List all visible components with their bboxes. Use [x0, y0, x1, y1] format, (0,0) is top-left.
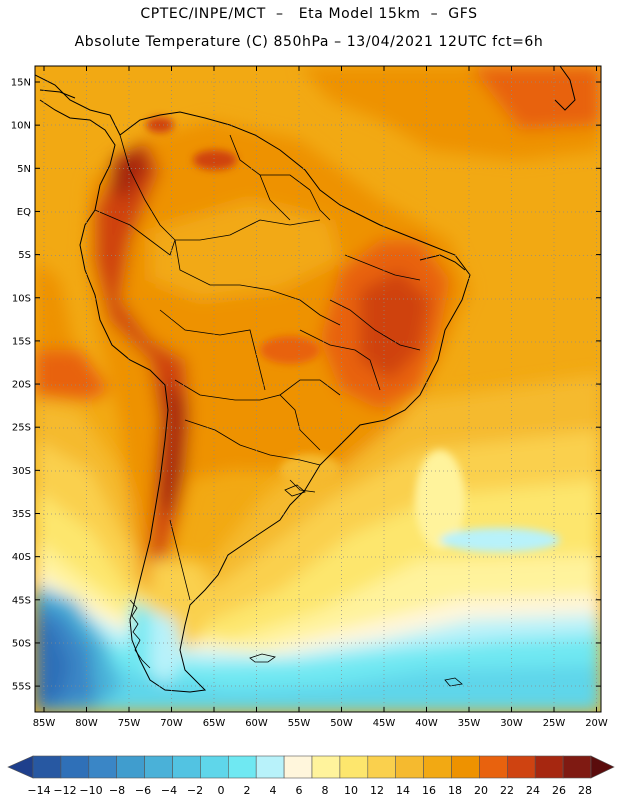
legend-label: 18 [448, 784, 462, 797]
legend-label: 22 [500, 784, 514, 797]
longitude-label: 45W [373, 718, 396, 729]
map-frame-area [35, 66, 601, 712]
legend-color-box [88, 755, 118, 779]
longitude-label: 60W [245, 718, 268, 729]
legend-label: 12 [370, 784, 384, 797]
legend-color-box [506, 755, 536, 779]
longitude-label: 50W [330, 718, 353, 729]
legend-arrow-low [7, 755, 34, 779]
longitude-label: 35W [458, 718, 481, 729]
legend-label: 24 [526, 784, 540, 797]
temperature-map: 15N 10N 5N EQ 5S 10S 15S 20S 25S 30S 35S 40S 45S 50S 5… [11, 65, 608, 729]
latitude-label: 25S [12, 423, 31, 434]
longitude-label: 30W [500, 718, 523, 729]
latitude-label: 35S [12, 509, 31, 520]
latitude-label: 5N [17, 164, 31, 175]
longitude-label: 85W [33, 718, 56, 729]
legend-color-box [451, 755, 480, 779]
latitude-label: 45S [12, 595, 31, 606]
latitude-label: 15N [11, 78, 31, 89]
legend-color-box [395, 755, 424, 779]
legend-color-box [479, 755, 508, 779]
longitude-label: 25W [543, 718, 566, 729]
latitude-label: 10N [11, 121, 31, 132]
legend-arrow-high [590, 755, 615, 779]
legend-color-box [200, 755, 229, 779]
legend-label: 16 [422, 784, 436, 797]
legend-label: −2 [187, 784, 203, 797]
legend-color-box [339, 755, 369, 779]
legend-label: −10 [79, 784, 102, 797]
legend-label: 28 [578, 784, 592, 797]
legend-label: 0 [218, 784, 225, 797]
legend-color-box [423, 755, 452, 779]
coastlines [35, 66, 576, 693]
latitude-label: 30S [12, 466, 31, 477]
islands [129, 484, 463, 687]
legend-color-boxes [7, 755, 615, 779]
legend-label: −4 [161, 784, 177, 797]
temperature-field [35, 66, 601, 712]
legend-color-box [255, 755, 285, 779]
latitude-labels: 15N 10N 5N EQ 5S 10S 15S 20S 25S 30S 35S 40S 45S 50S 5… [11, 78, 31, 693]
latitude-label: 5S [18, 250, 31, 261]
map-border [34, 65, 602, 713]
legend-label: 14 [396, 784, 410, 797]
legend-label: 6 [296, 784, 303, 797]
longitude-label: 75W [118, 718, 141, 729]
legend-color-box [144, 755, 173, 779]
chart-title-line2: Absolute Temperature (C) 850hPa – 13/04/… [74, 34, 544, 50]
latitude-label: 50S [12, 638, 31, 649]
color-legend: −14 −12 −10 −8 −6 −4 −2 0 2 4 6 8 10 12 14 16 18 20 22 24 26… [7, 755, 615, 797]
legend-labels: −14 −12 −10 −8 −6 −4 −2 0 2 4 6 8 10 12 14 16 18 20 22 24 26… [27, 784, 592, 797]
longitude-label: 70W [160, 718, 183, 729]
latitude-label: EQ [17, 207, 31, 218]
legend-label: −8 [109, 784, 125, 797]
chart-title-line1: CPTEC/INPE/MCT – Eta Model 15km – GFS [140, 6, 478, 22]
legend-color-box [32, 755, 62, 779]
legend-color-box [311, 755, 341, 779]
fine-field [146, 117, 560, 552]
legend-label: 20 [474, 784, 488, 797]
longitude-label: 80W [75, 718, 98, 729]
legend-color-box [172, 755, 201, 779]
longitude-label: 55W [288, 718, 311, 729]
legend-color-box [283, 755, 313, 779]
longitude-labels: 85W 80W 75W 70W 65W 60W 55W 50W 45W 40W 35W 30W 25W 2… [33, 718, 608, 729]
latitude-label: 10S [12, 293, 31, 304]
latitude-label: 55S [12, 682, 31, 693]
latitude-label: 20S [12, 380, 31, 391]
latitude-label: 40S [12, 552, 31, 563]
legend-label: 26 [552, 784, 566, 797]
legend-color-box [367, 755, 396, 779]
longitude-label: 20W [585, 718, 608, 729]
longitude-label: 40W [415, 718, 438, 729]
legend-color-box [228, 755, 257, 779]
latitude-label: 15S [12, 336, 31, 347]
axis-ticks [35, 66, 601, 712]
legend-color-box [60, 755, 90, 779]
legend-label: −14 [27, 784, 50, 797]
legend-label: 10 [344, 784, 358, 797]
legend-label: 2 [244, 784, 251, 797]
country-borders [94, 134, 421, 601]
legend-color-box [562, 755, 592, 779]
legend-color-box [116, 755, 145, 779]
legend-label: −6 [135, 784, 151, 797]
legend-label: −12 [53, 784, 76, 797]
longitude-label: 65W [203, 718, 226, 729]
legend-label: 4 [270, 784, 277, 797]
legend-label: 8 [322, 784, 329, 797]
legend-color-box [534, 755, 564, 779]
